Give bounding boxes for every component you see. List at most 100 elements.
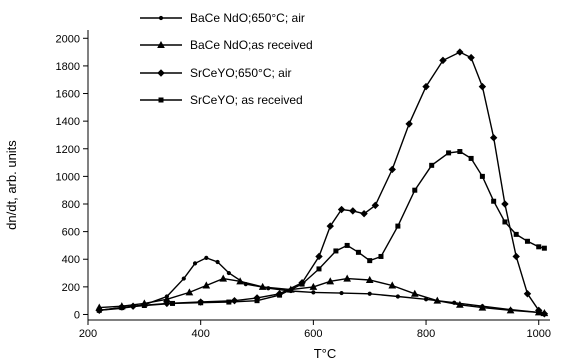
series-1	[95, 274, 549, 317]
data-point	[360, 209, 368, 218]
data-point	[258, 282, 267, 290]
series-2	[95, 48, 549, 318]
data-point	[491, 198, 497, 204]
data-point	[405, 120, 413, 128]
data-point	[513, 231, 519, 237]
y-tick-label: 1400	[56, 116, 80, 128]
y-axis-label: dn/dt, arb. units	[4, 140, 19, 230]
data-point	[367, 291, 372, 296]
data-point	[315, 252, 323, 261]
data-point	[181, 276, 186, 281]
data-point	[433, 296, 442, 304]
legend-marker-0	[158, 15, 164, 21]
data-point	[512, 252, 520, 261]
data-point	[540, 310, 549, 318]
data-point	[367, 258, 373, 264]
series-line-2	[99, 51, 545, 315]
data-point	[456, 300, 464, 308]
legend-label: BaCe NdO;as received	[190, 38, 313, 52]
legend-label: SrCeYO;650°C; air	[190, 66, 292, 80]
data-point	[479, 173, 485, 179]
legend: BaCe NdO;650°C; air BaCe NdO;as received S…	[140, 11, 313, 107]
data-point	[96, 307, 102, 313]
data-point	[412, 187, 418, 193]
data-point	[185, 288, 194, 296]
data-point	[388, 281, 397, 289]
data-point	[333, 248, 339, 254]
axes	[87, 30, 550, 321]
legend-marker-1	[157, 40, 165, 48]
x-tick-label: 400	[192, 328, 210, 340]
y-tick-label: 0	[74, 309, 80, 321]
x-tick-label: 1000	[526, 328, 550, 340]
data-point	[119, 305, 125, 311]
data-point	[316, 266, 322, 272]
data-point	[337, 205, 346, 214]
data-point	[192, 261, 198, 266]
data-point	[344, 242, 350, 248]
data-point	[277, 292, 283, 298]
legend-marker-3	[158, 97, 164, 103]
data-point	[202, 281, 211, 289]
data-point	[311, 290, 316, 295]
y-tick-label: 1200	[56, 144, 80, 156]
data-point	[506, 306, 515, 314]
data-point	[446, 150, 452, 156]
data-point	[388, 165, 396, 174]
legend-marker-2	[157, 69, 165, 77]
series-line-0	[99, 257, 545, 314]
legend-label: SrCeYO; as received	[190, 93, 303, 107]
data-point	[349, 207, 357, 215]
series-line-1	[99, 277, 545, 314]
data-point	[536, 244, 542, 250]
ticks: 200 400 600 800 1000 0 200 400 600 800 1000 1200 140…	[56, 33, 551, 340]
data-point	[541, 245, 547, 251]
data-point	[230, 296, 239, 305]
data-point	[326, 222, 334, 230]
y-tick-label: 1000	[56, 171, 80, 183]
y-tick-label: 400	[62, 254, 80, 266]
data-point	[226, 299, 232, 305]
x-tick-label: 600	[304, 328, 322, 340]
data-point	[141, 303, 147, 308]
data-point	[198, 300, 204, 306]
data-point	[170, 300, 176, 306]
x-tick-label: 800	[417, 328, 435, 340]
data-point	[489, 134, 498, 142]
series-group	[95, 48, 549, 318]
data-point	[343, 274, 352, 282]
data-point	[535, 306, 543, 315]
y-tick-label: 1800	[56, 61, 80, 73]
data-point	[410, 289, 419, 297]
data-point	[439, 56, 447, 65]
data-point	[429, 162, 435, 168]
data-point	[371, 201, 380, 210]
data-point	[365, 275, 374, 283]
y-tick-label: 1600	[56, 89, 80, 101]
data-point	[456, 48, 464, 56]
data-point	[524, 238, 530, 244]
data-point	[226, 270, 231, 276]
data-point	[501, 200, 509, 208]
data-point	[299, 281, 305, 287]
data-point	[478, 82, 487, 91]
data-point	[468, 155, 474, 161]
data-point	[395, 294, 400, 299]
data-point	[254, 298, 260, 304]
data-point	[204, 255, 209, 260]
data-point	[339, 290, 344, 296]
data-point	[215, 259, 220, 265]
data-point	[309, 282, 318, 290]
data-point	[326, 277, 335, 285]
data-point	[236, 277, 244, 285]
legend-label: BaCe NdO;650°C; air	[190, 11, 305, 25]
x-tick-label: 200	[79, 328, 97, 340]
data-point	[378, 253, 384, 259]
series-3	[96, 149, 547, 313]
y-tick-label: 800	[62, 199, 80, 211]
data-point	[467, 53, 475, 62]
data-point	[219, 274, 228, 282]
data-point	[422, 82, 430, 91]
series-line-3	[99, 150, 545, 311]
